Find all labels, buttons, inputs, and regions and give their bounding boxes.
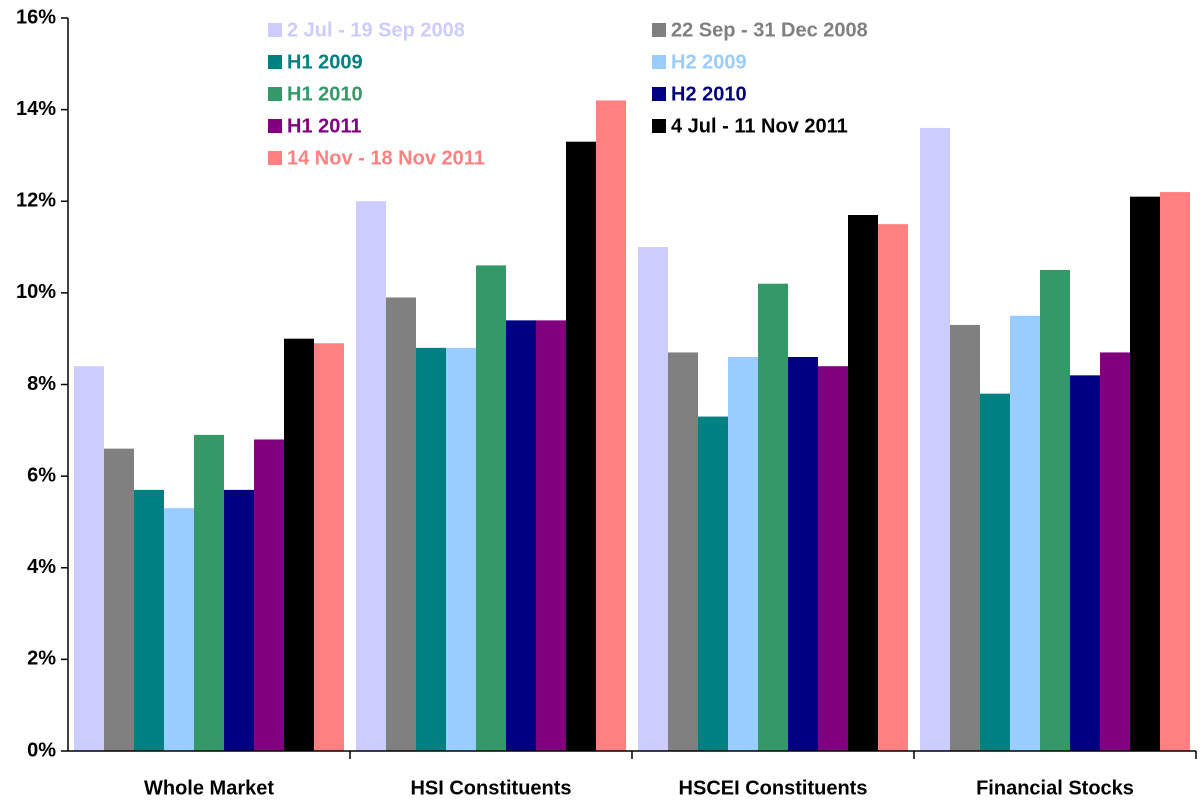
x-tick-label: HSI Constituents (410, 777, 571, 799)
bar (164, 508, 194, 751)
bar (536, 320, 566, 751)
bar (194, 434, 224, 751)
legend-swatch (268, 55, 282, 69)
bar (758, 283, 788, 751)
legend-swatch (652, 55, 666, 69)
legend-swatch (268, 87, 282, 101)
bar (284, 338, 314, 751)
bar (254, 439, 284, 751)
bar (104, 448, 134, 751)
bar (1070, 375, 1100, 751)
bar (1160, 192, 1190, 751)
bar (950, 324, 980, 751)
bar (74, 366, 104, 751)
bar (566, 141, 596, 752)
y-tick-label: 2% (27, 648, 56, 670)
bar (224, 489, 254, 751)
y-tick-label: 10% (16, 281, 56, 303)
legend-label: 14 Nov - 18 Nov 2011 (287, 147, 485, 169)
x-tick-label: Financial Stocks (976, 777, 1134, 799)
legend-label: 2 Jul - 19 Sep 2008 (287, 19, 465, 41)
legend-label: 4 Jul - 11 Nov 2011 (671, 115, 848, 137)
legend-label: H2 2009 (671, 51, 747, 73)
legend-swatch (652, 119, 666, 133)
y-tick-label: 12% (16, 190, 56, 212)
y-tick-label: 14% (16, 98, 56, 120)
legend-label: H2 2010 (671, 83, 747, 105)
legend-swatch (268, 151, 282, 165)
bar (788, 357, 818, 751)
legend-swatch (268, 23, 282, 37)
x-tick-label: HSCEI Constituents (679, 777, 868, 799)
bar (848, 214, 878, 751)
y-tick-label: 8% (27, 373, 56, 395)
bar (356, 201, 386, 751)
bar (1100, 352, 1130, 751)
x-tick-label: Whole Market (144, 777, 274, 799)
legend-swatch (652, 87, 666, 101)
bar (668, 352, 698, 751)
bar (416, 347, 446, 751)
y-tick-label: 6% (27, 464, 56, 486)
bar (698, 416, 728, 751)
bar (728, 357, 758, 751)
legend-label: H1 2010 (287, 83, 363, 105)
bar (1010, 315, 1040, 751)
bar (134, 489, 164, 751)
legend-label: H1 2009 (287, 51, 363, 73)
legend-label: 22 Sep - 31 Dec 2008 (671, 19, 868, 41)
legend-swatch (652, 23, 666, 37)
y-tick-label: 0% (27, 739, 56, 761)
bar (446, 347, 476, 751)
bar (1040, 269, 1070, 751)
bar (314, 343, 344, 751)
y-tick-label: 16% (16, 6, 56, 28)
bar (980, 393, 1010, 751)
bar (596, 100, 626, 751)
bar (638, 247, 668, 751)
bar (818, 366, 848, 751)
legend-label: H1 2011 (287, 115, 362, 137)
bar (506, 320, 536, 751)
legend-swatch (268, 119, 282, 133)
bar (1130, 196, 1160, 751)
y-tick-label: 4% (27, 556, 56, 578)
bar (920, 127, 950, 751)
bar (878, 224, 908, 751)
bar (386, 297, 416, 751)
bar (476, 265, 506, 751)
